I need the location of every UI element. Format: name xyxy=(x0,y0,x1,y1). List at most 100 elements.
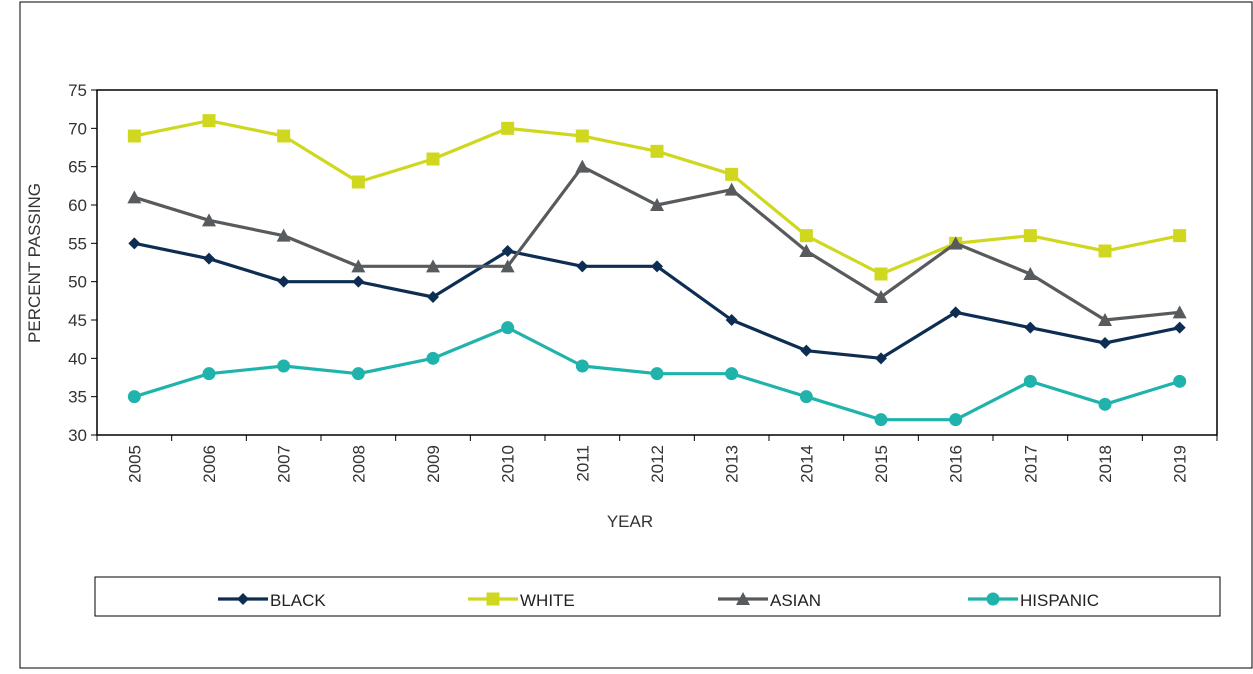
data-point-hispanic xyxy=(1173,374,1187,388)
data-point-asian xyxy=(276,228,291,242)
y-tick-label: 30 xyxy=(68,426,87,445)
y-tick-label: 45 xyxy=(68,311,87,330)
x-tick-label: 2008 xyxy=(349,445,368,483)
data-point-asian xyxy=(799,244,814,257)
legend-label-black: BLACK xyxy=(270,591,326,610)
data-point-black xyxy=(427,291,439,303)
legend: BLACK WHITE ASIAN HISPANIC xyxy=(218,591,1099,610)
x-tick-label: 2005 xyxy=(125,445,144,483)
series-line-asian xyxy=(133,165,1180,322)
data-point-asian xyxy=(351,259,366,273)
data-point-black xyxy=(725,314,738,326)
data-point-black xyxy=(128,237,141,250)
data-point-white xyxy=(351,175,365,189)
series-asian xyxy=(127,159,1187,326)
data-point-hispanic xyxy=(949,413,963,427)
legend-marker-white xyxy=(486,592,500,606)
data-point-hispanic xyxy=(799,390,813,404)
x-tick-label: 2006 xyxy=(200,445,219,483)
data-point-hispanic xyxy=(575,359,589,373)
y-tick-label: 60 xyxy=(68,196,87,215)
data-point-white xyxy=(501,121,515,135)
data-point-white xyxy=(874,267,888,281)
data-point-white xyxy=(650,144,664,158)
y-tick-label: 65 xyxy=(68,158,87,177)
data-point-black xyxy=(203,252,215,265)
x-tick-label: 2016 xyxy=(947,445,966,483)
y-tick-label: 35 xyxy=(68,388,87,407)
data-point-hispanic xyxy=(1023,374,1037,388)
series-hispanic xyxy=(127,321,1187,427)
legend-item-white: WHITE xyxy=(468,591,575,610)
y-tick-label: 70 xyxy=(68,119,87,138)
data-point-white xyxy=(426,152,440,166)
x-tick-label: 2012 xyxy=(648,445,667,483)
series-lines xyxy=(127,114,1187,427)
series-black xyxy=(128,237,1186,365)
data-point-asian xyxy=(1172,305,1187,319)
series-line-white xyxy=(134,119,1180,276)
data-point-white xyxy=(202,114,216,128)
x-tick-label: 2007 xyxy=(275,445,294,483)
x-axis-label: YEAR xyxy=(607,512,653,531)
data-point-white xyxy=(799,229,813,243)
legend-item-black: BLACK xyxy=(218,591,326,610)
data-point-hispanic xyxy=(127,390,141,404)
data-point-black xyxy=(501,245,514,257)
chart-border xyxy=(19,1,1253,669)
x-tick-label: 2017 xyxy=(1021,445,1040,483)
x-tick-label: 2009 xyxy=(424,445,443,483)
y-tick-label: 50 xyxy=(68,273,87,292)
data-point-black xyxy=(1099,337,1111,349)
data-point-white xyxy=(127,129,141,143)
data-point-black xyxy=(875,352,887,365)
legend-label-asian: ASIAN xyxy=(770,591,821,610)
data-point-asian xyxy=(127,190,142,204)
x-tick-label: 2011 xyxy=(573,445,592,482)
legend-marker-hispanic xyxy=(986,592,1000,606)
y-tick-label: 75 xyxy=(68,81,87,100)
legend-item-asian: ASIAN xyxy=(718,591,821,610)
data-point-hispanic xyxy=(202,367,216,381)
data-point-asian xyxy=(1098,313,1112,326)
x-tick-label: 2019 xyxy=(1171,445,1190,483)
data-point-black xyxy=(1024,321,1037,334)
data-point-asian xyxy=(1023,267,1038,280)
data-point-hispanic xyxy=(426,351,440,365)
x-tick-label: 2014 xyxy=(797,445,816,483)
data-point-black xyxy=(576,260,589,273)
data-point-asian xyxy=(426,259,440,273)
data-point-asian xyxy=(948,236,963,250)
data-point-white xyxy=(277,129,291,143)
y-tick-label: 55 xyxy=(68,234,87,253)
plot-area xyxy=(96,89,1218,436)
x-tick-label: 2013 xyxy=(723,445,742,483)
axes: 30 35 40 45 50 55 60 65 70 75 2005 2006 2007 2008 2009… xyxy=(68,81,1218,483)
series-white xyxy=(127,114,1187,281)
data-point-white xyxy=(1173,229,1187,243)
data-point-asian xyxy=(724,182,739,196)
data-point-asian xyxy=(650,198,664,211)
data-point-black xyxy=(352,275,365,288)
data-point-hispanic xyxy=(874,413,888,427)
data-point-asian xyxy=(500,259,515,273)
data-point-white xyxy=(1098,244,1112,258)
data-point-hispanic xyxy=(1098,397,1112,411)
data-point-hispanic xyxy=(650,367,664,381)
data-point-asian xyxy=(575,159,590,173)
data-point-hispanic xyxy=(277,359,291,373)
data-point-black xyxy=(1173,321,1186,334)
data-point-asian xyxy=(874,290,888,303)
data-point-black xyxy=(949,306,962,319)
legend-label-hispanic: HISPANIC xyxy=(1020,591,1099,610)
data-point-hispanic xyxy=(725,367,739,381)
data-point-black xyxy=(651,260,663,273)
data-point-white xyxy=(575,129,589,143)
x-tick-label: 2015 xyxy=(872,445,891,483)
data-point-black xyxy=(800,344,813,357)
data-point-white xyxy=(1023,229,1037,243)
x-tick-label: 2010 xyxy=(499,445,518,483)
y-axis-label: PERCENT PASSING xyxy=(25,183,44,343)
legend-box xyxy=(94,576,1221,617)
